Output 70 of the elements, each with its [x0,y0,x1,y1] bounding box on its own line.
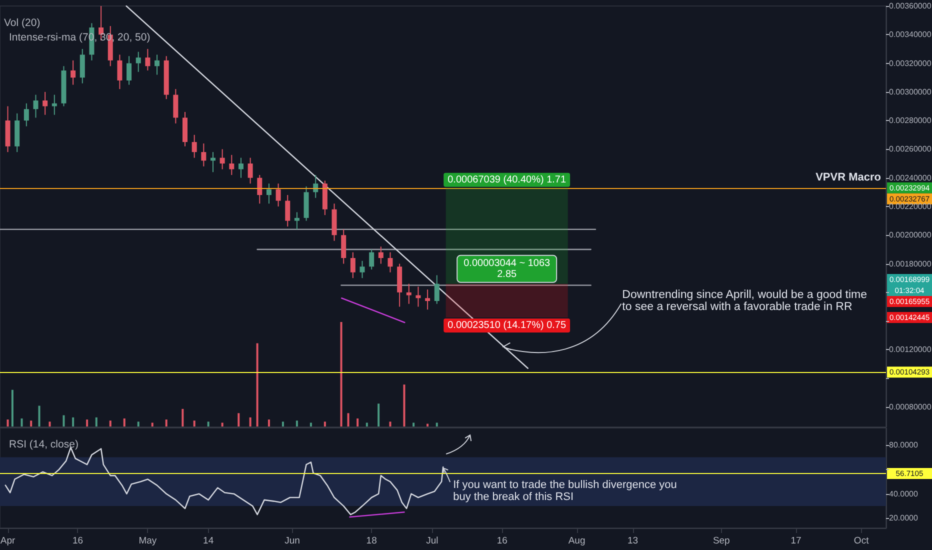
candlestick [238,157,244,178]
y-tick-label: 0.00280000 [889,116,932,126]
x-tick-label: Oct [854,536,870,546]
x-tick-label: Sep [712,536,730,546]
candlestick [425,289,430,310]
y-tick-label: 0.00200000 [889,230,932,240]
annotation: Downtrending since Aprill, would be a good time to see a reversal with a favorable trade in RR [622,288,868,313]
bar [11,390,14,428]
candlestick [406,283,412,304]
candlestick [360,260,365,279]
x-tick-label: Apr [0,536,16,546]
x-tick-label: Jul [426,536,438,546]
candlestick [126,56,132,86]
candlestick [154,54,160,76]
candlestick [173,88,178,124]
data-label: 0.00023510 (14.17%) 0.75 [448,320,566,332]
bar [347,413,350,428]
candlestick [136,51,141,72]
candlestick [434,274,440,304]
annotation: 0.00003044 ~ 1063 2.85 [464,258,551,280]
y-tick-label: 0.00360000 [889,2,932,10]
candlestick [369,248,374,270]
candlestick [24,102,29,127]
x-tick-label: 17 [790,536,802,546]
y-tick-label: 0.00080000 [889,402,932,412]
x-tick-label: 16 [496,536,508,546]
candlestick [33,94,38,118]
x-tick-label: 16 [72,536,84,546]
y-tick-label: 0.00320000 [889,58,932,68]
candlestick [257,174,262,204]
candlestick [229,154,234,176]
candlestick [70,60,76,86]
candlestick [341,228,346,264]
y-tick-label: 40.0000 [889,489,918,498]
text: RSI (14, close) [9,438,78,450]
annotation: If you want to trade the bullish divergence you buy the break of this RSI [453,479,677,504]
candlestick [42,91,48,116]
candlestick [192,134,197,158]
x-tick-label: 18 [366,536,377,546]
y-tick-label: 0.00120000 [889,345,932,354]
candlestick [248,157,253,184]
data-label: 0.00067039 (40.40%) 1.71 [448,174,566,186]
y-tick-label: 0.00240000 [889,173,932,182]
chart-title: Vol (20) [4,17,40,29]
candlestick [350,252,356,279]
candlestick [145,48,150,71]
candlestick [266,183,272,204]
bar [403,384,406,428]
x-tick-label: 13 [627,536,638,546]
y-tick-label: 0.00220000 [889,202,932,211]
candlestick [80,48,85,84]
candlestick [294,212,300,230]
candlestick [276,183,281,207]
y-tick-label: 0.00300000 [889,87,932,96]
x-tick-label: Aug [568,536,586,546]
candlestick [220,148,225,170]
ref-line-label: VPVR Macro [816,172,882,184]
candlestick [117,54,122,90]
y-tick-label: 80.0000 [889,440,918,450]
x-tick-label: May [138,536,157,546]
y-tick-label: 0.00260000 [889,144,932,154]
y-tick-label: 0.00340000 [889,30,932,40]
candlestick [285,194,290,228]
x-tick-label: Jun [284,536,300,546]
x-tick-label: 14 [203,536,214,546]
y-tick-label: 20.0000 [889,514,918,523]
y-tick-label: 0.00180000 [889,259,932,268]
candlestick [388,252,393,273]
candlestick [201,142,206,167]
candlestick [378,246,384,264]
